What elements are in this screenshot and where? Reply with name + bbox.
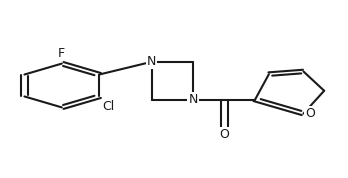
Text: Cl: Cl: [103, 100, 115, 113]
Text: F: F: [58, 47, 65, 60]
Text: N: N: [188, 93, 198, 106]
Text: O: O: [305, 107, 315, 120]
Text: N: N: [147, 55, 156, 68]
Text: O: O: [219, 128, 229, 142]
